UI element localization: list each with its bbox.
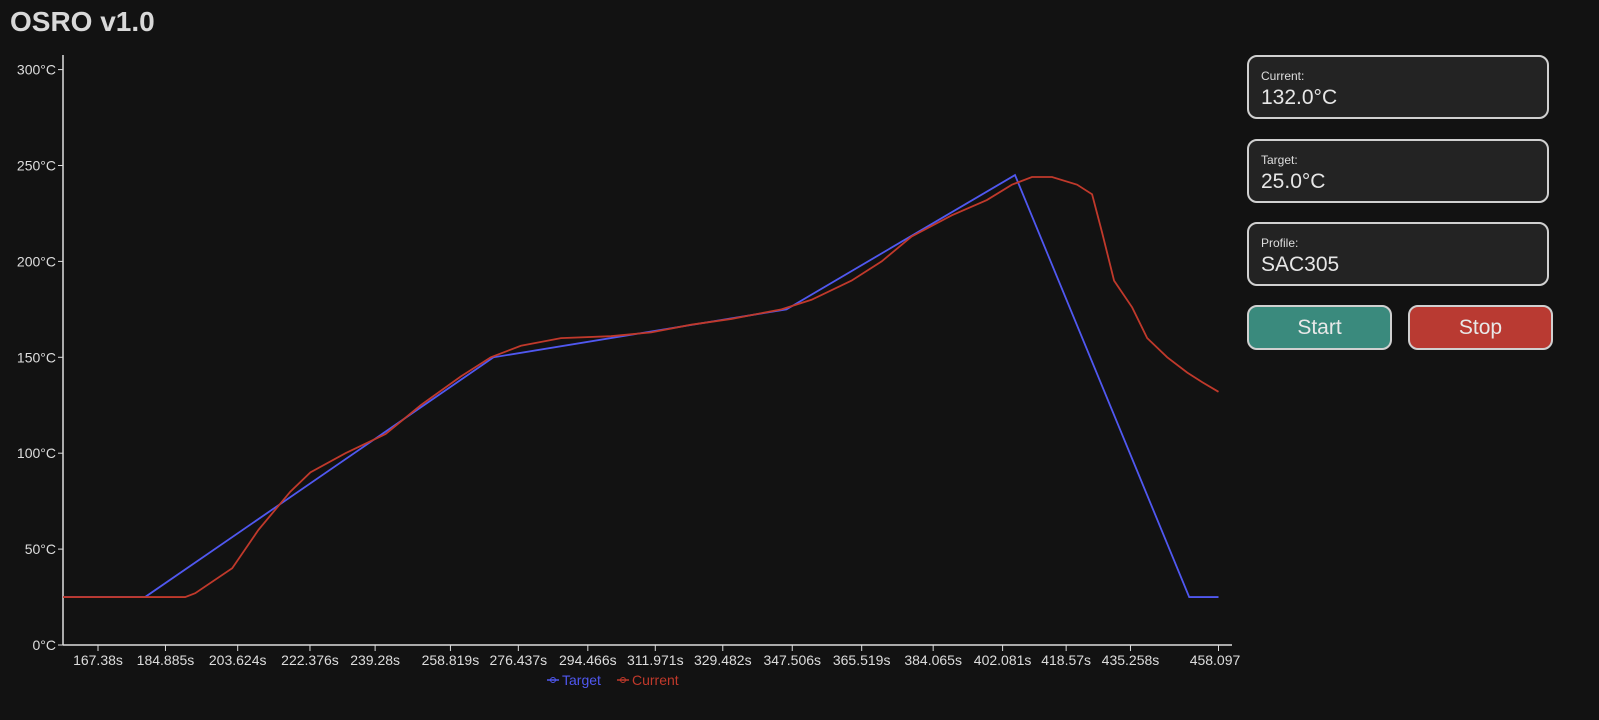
x-tick-label: 258.819s [422, 652, 480, 668]
x-tick-label: 458.097s [1190, 652, 1240, 668]
target-label: Target: [1261, 153, 1298, 167]
legend-label-target: Target [562, 672, 601, 688]
y-tick-label: 200°C [17, 253, 56, 269]
legend-dot-current [620, 677, 626, 683]
x-tick-label: 167.38s [73, 652, 123, 668]
current-value: 132.0°C [1261, 86, 1338, 109]
x-tick-label: 222.376s [281, 652, 339, 668]
profile-label: Profile: [1261, 236, 1299, 250]
x-tick-label: 239.28s [350, 652, 400, 668]
current-label: Current: [1261, 69, 1305, 83]
start-button[interactable]: Start [1247, 305, 1392, 350]
y-tick-label: 150°C [17, 349, 56, 365]
app-title: OSRO v1.0 [10, 6, 155, 37]
x-tick-label: 294.466s [559, 652, 617, 668]
series-line-current [63, 176, 1219, 598]
target-temp-panel: Target: 25.0°C [1247, 139, 1549, 203]
x-tick-label: 276.437s [490, 652, 548, 668]
x-tick-label: 435.258s [1102, 652, 1160, 668]
x-tick-label: 402.081s [974, 652, 1032, 668]
profile-value: SAC305 [1261, 253, 1340, 276]
x-tick-label: 365.519s [833, 652, 891, 668]
y-tick-label: 0°C [33, 637, 57, 653]
x-tick-label: 311.971s [627, 652, 684, 668]
profile-panel[interactable]: Profile: SAC305 [1247, 222, 1549, 286]
legend-label-current: Current [632, 672, 679, 688]
y-tick-label: 50°C [25, 541, 56, 557]
current-temp-panel: Current: 132.0°C [1247, 55, 1549, 119]
series-line-target [63, 173, 1219, 598]
target-value: 25.0°C [1261, 170, 1326, 193]
temperature-chart: 0°C 50°C 100°C 150°C 200°C 250°C 300°C 167.38s 1… [17, 55, 1240, 688]
x-tick-label: 347.506s [763, 652, 821, 668]
x-tick-label: 384.065s [904, 652, 962, 668]
y-tick-label: 300°C [17, 62, 56, 78]
y-tick-label: 250°C [17, 157, 56, 173]
x-tick-label: 329.482s [694, 652, 752, 668]
x-tick-label: 184.885s [137, 652, 195, 668]
stop-button[interactable]: Stop [1408, 305, 1553, 350]
x-tick-label: 418.57s [1041, 652, 1091, 668]
legend-dot-target [550, 677, 556, 683]
y-tick-label: 100°C [17, 445, 56, 461]
x-tick-label: 203.624s [209, 652, 267, 668]
